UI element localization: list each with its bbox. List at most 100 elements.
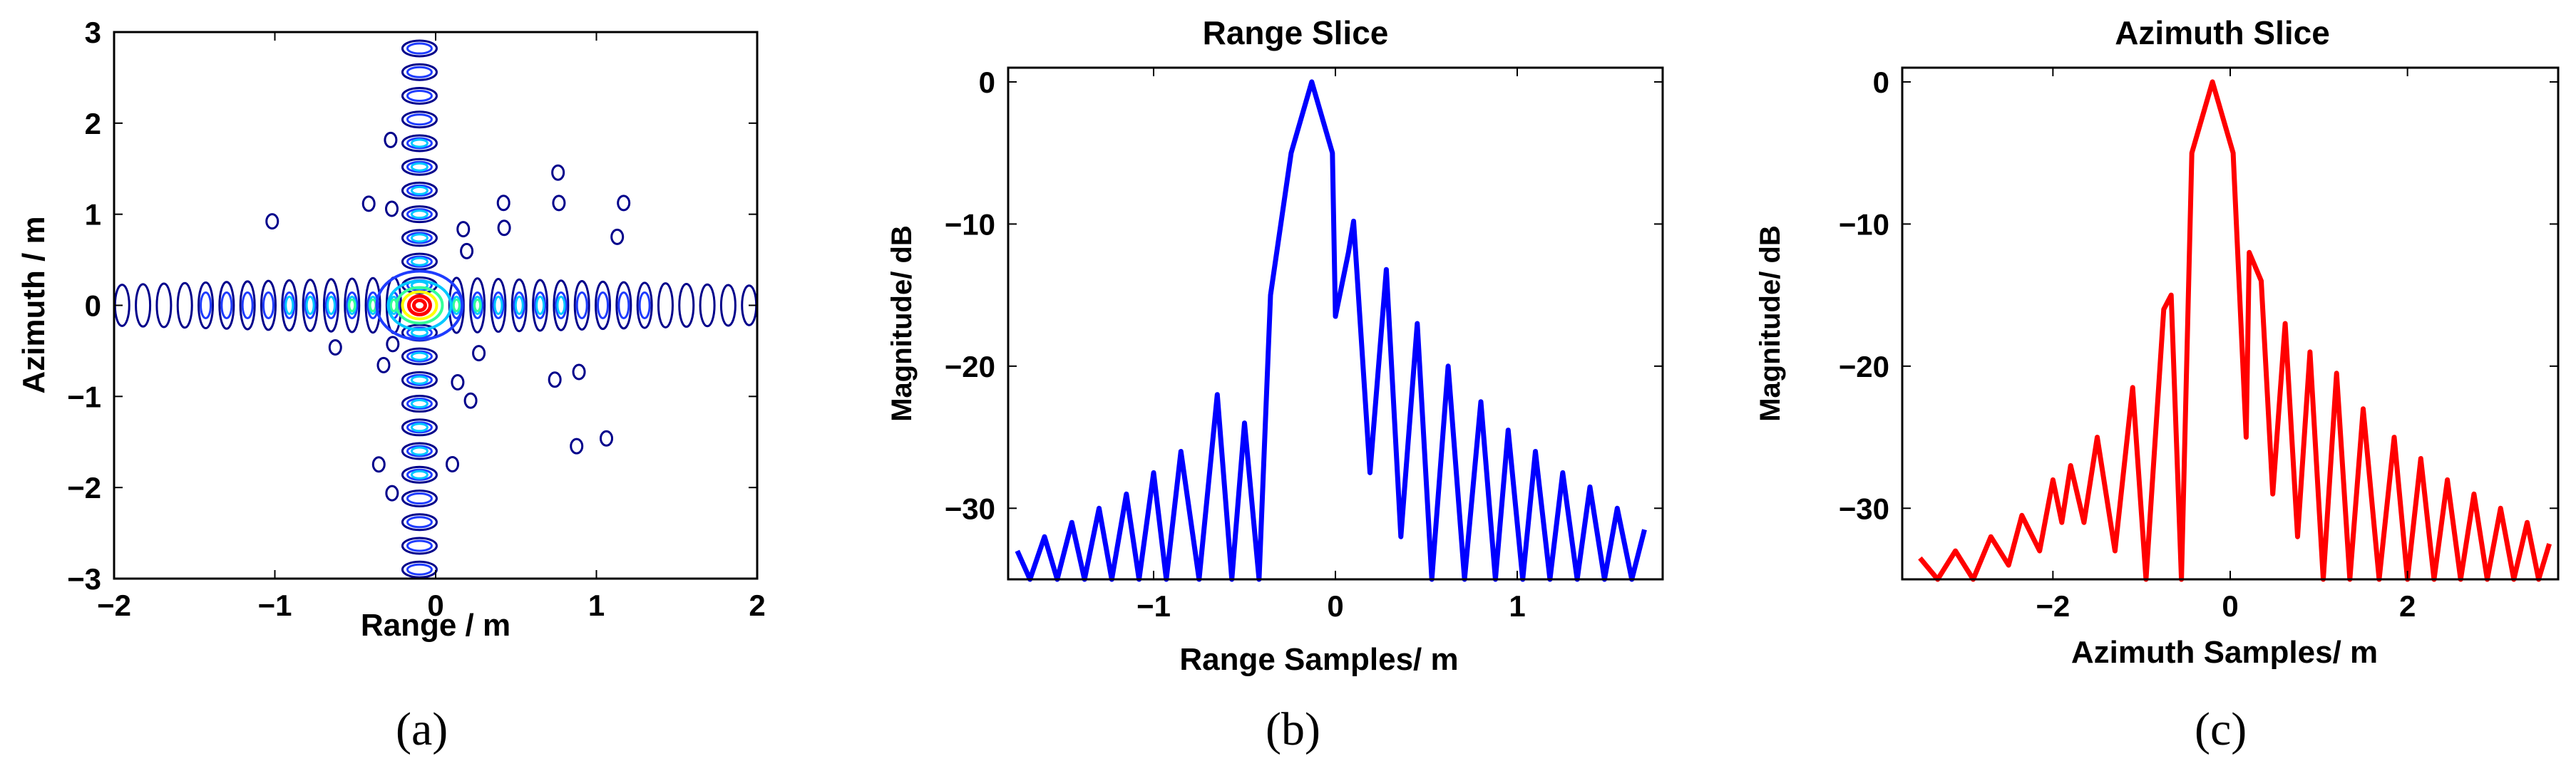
- contour-ring: [401, 560, 438, 579]
- contour-ring: [324, 291, 337, 319]
- contour-ring: [452, 299, 461, 312]
- contour-ring: [410, 399, 429, 409]
- contour-ring: [346, 291, 359, 319]
- contour-ring: [200, 291, 212, 319]
- contour-ring: [406, 492, 433, 505]
- contour-ring: [385, 200, 399, 217]
- contour-ring: [615, 281, 632, 330]
- contour-ring: [326, 296, 336, 315]
- contour-ring: [535, 296, 545, 315]
- contour-ring: [410, 209, 429, 219]
- contour-ring: [322, 278, 339, 333]
- contour-ring: [406, 89, 433, 102]
- contour-ring: [135, 283, 152, 328]
- contour-ring: [411, 299, 427, 312]
- contour-ring: [218, 281, 235, 330]
- contour-ring: [575, 291, 588, 319]
- x-tick-label: 2: [2399, 589, 2416, 623]
- x-tick-label: −1: [258, 589, 292, 622]
- y-tick-label: −3: [67, 562, 101, 596]
- contour-ring: [401, 181, 438, 200]
- contour-ring: [555, 291, 568, 319]
- contour-ring: [361, 195, 376, 212]
- contour-ring: [496, 195, 510, 212]
- contour-ring: [406, 232, 433, 244]
- contour-ring: [410, 138, 429, 148]
- line-plot-range: [1015, 79, 1647, 582]
- contour-ring: [401, 205, 438, 224]
- contour-ring: [401, 134, 438, 152]
- x-tick-label: 1: [1509, 589, 1525, 623]
- contour-ring: [410, 185, 429, 195]
- y-tick-label: −2: [67, 471, 101, 505]
- contour-ring: [401, 252, 438, 271]
- contour-ring: [553, 279, 570, 331]
- contour-ring: [344, 277, 361, 333]
- series-line-azimuth: [1918, 79, 2552, 582]
- contour-ring: [469, 277, 486, 333]
- contour-ring: [532, 279, 549, 332]
- contour-ring: [678, 282, 695, 328]
- contour-ring: [375, 269, 464, 341]
- contour-ring: [155, 282, 173, 328]
- contour-ring: [262, 291, 274, 319]
- contour-ring: [364, 276, 381, 334]
- y-tick-label: −10: [1839, 207, 1889, 241]
- x-axis-label-c: Azimuth Samples/ m: [2071, 635, 2378, 670]
- contour-ring: [371, 456, 386, 473]
- y-tick-label: 0: [85, 289, 101, 323]
- x-tick-label: 0: [2222, 589, 2238, 623]
- contour-ring: [197, 281, 215, 330]
- contour-ring: [406, 445, 433, 457]
- contour-ring: [573, 280, 590, 331]
- y-tick-label: 0: [979, 66, 995, 99]
- contour-ring: [406, 373, 433, 386]
- contour-ring: [410, 446, 429, 456]
- contour-ring: [395, 286, 444, 325]
- contour-ring: [513, 291, 525, 319]
- contour-plot: [113, 39, 758, 579]
- x-tick-label: 0: [1327, 589, 1343, 623]
- contour-ring: [410, 423, 429, 433]
- contour-ring: [406, 42, 433, 55]
- contour-ring: [401, 157, 438, 176]
- contour-ring: [369, 299, 377, 312]
- contour-ring: [401, 229, 438, 247]
- contour-ring: [572, 363, 586, 381]
- y-tick-label: −30: [1839, 492, 1889, 525]
- contour-ring: [406, 294, 432, 316]
- y-tick-label: −20: [945, 350, 995, 383]
- caption-a: (a): [396, 703, 448, 755]
- contour-ring: [638, 291, 651, 319]
- contour-ring: [406, 326, 433, 339]
- contour-ring: [406, 113, 433, 126]
- contour-ring: [410, 375, 429, 385]
- contour-ring: [401, 537, 438, 555]
- x-tick-label: −2: [97, 589, 131, 622]
- contour-ring: [401, 347, 438, 366]
- contour-ring: [719, 284, 737, 327]
- contour-ring: [401, 110, 438, 129]
- contour-ring: [456, 221, 471, 238]
- series-line-range: [1015, 79, 1647, 582]
- contour-ring: [401, 39, 438, 58]
- contour-ring: [406, 208, 433, 221]
- y-axis-label-c: Magnitude/ dB: [1755, 225, 1786, 422]
- x-tick-label: 1: [588, 589, 605, 622]
- contour-ring: [406, 255, 433, 268]
- contour-ring: [401, 513, 438, 532]
- contour-ring: [463, 392, 478, 409]
- contour-ring: [410, 162, 429, 172]
- contour-ring: [406, 350, 433, 363]
- y-tick-label: 0: [1873, 66, 1889, 99]
- x-tick-label: −2: [2036, 589, 2070, 623]
- contour-ring: [406, 137, 433, 150]
- contour-ring: [406, 539, 433, 552]
- contour-ring: [556, 296, 566, 315]
- contour-ring: [472, 345, 486, 362]
- contour-ring: [401, 418, 438, 437]
- contour-ring: [241, 291, 254, 319]
- contour-ring: [445, 455, 459, 472]
